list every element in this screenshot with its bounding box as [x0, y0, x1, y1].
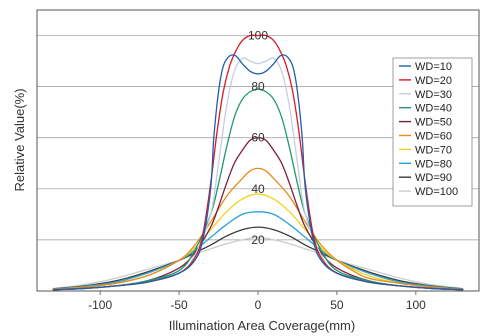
legend-label: WD=30: [415, 89, 452, 101]
legend-label: WD=80: [415, 158, 452, 170]
x-axis-title: Illumination Area Coverage(mm): [169, 318, 355, 333]
series-curves: [52, 34, 464, 291]
series-line-wd-80: [52, 211, 464, 290]
y-tick-label: 100: [248, 29, 268, 43]
y-tick-label: 80: [251, 80, 265, 94]
x-tick-label: 0: [255, 298, 262, 312]
series-line-wd-10: [52, 54, 464, 291]
x-axis-ticks: -100 -50 0 50 100: [88, 291, 426, 312]
x-tick-label: -100: [88, 298, 112, 312]
series-line-wd-50: [52, 137, 464, 291]
legend-label: WD=20: [415, 75, 452, 87]
series-line-wd-20: [52, 34, 464, 291]
x-tick-label: 100: [406, 298, 426, 312]
legend-box: [392, 57, 473, 207]
x-tick-label: -50: [170, 298, 188, 312]
y-axis-ticks: 20 40 60 80 100: [248, 29, 268, 247]
legend-label: WD=50: [415, 117, 452, 129]
legend-label: WD=90: [415, 172, 452, 184]
legend-label: WD=100: [415, 186, 458, 198]
y-axis-title: Relative Value(%): [12, 88, 27, 191]
series-line-wd-90: [52, 226, 464, 290]
legend-label: WD=10: [415, 61, 452, 73]
series-line-wd-100: [52, 236, 464, 290]
legend-label: WD=60: [415, 131, 452, 143]
y-tick-label: 20: [251, 233, 265, 247]
x-tick-label: 50: [330, 298, 344, 312]
y-tick-label: 40: [251, 182, 265, 196]
series-line-wd-40: [52, 88, 464, 291]
legend-label: WD=40: [415, 103, 452, 115]
series-line-wd-60: [52, 167, 464, 291]
y-tick-label: 60: [251, 131, 265, 145]
legend-label: WD=70: [415, 144, 452, 156]
